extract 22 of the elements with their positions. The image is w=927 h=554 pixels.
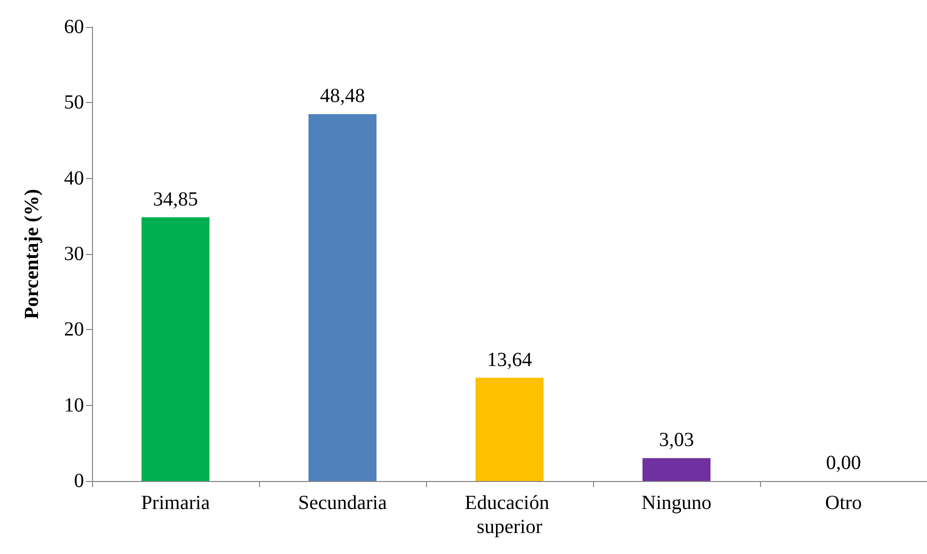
bar: [476, 378, 544, 481]
data-label: 0,00: [826, 452, 861, 474]
bar: [642, 458, 710, 481]
y-tick-label: 40: [64, 167, 84, 190]
data-label: 34,85: [153, 188, 198, 210]
y-tick-label: 0: [74, 470, 84, 492]
x-tick-label: Primaria: [141, 492, 210, 514]
y-tick-label: 20: [64, 318, 84, 341]
x-tick-label: Secundaria: [298, 492, 388, 514]
x-tick-label: Ninguno: [642, 492, 712, 514]
y-tick-label: 50: [64, 92, 84, 114]
data-label: 48,48: [320, 85, 365, 108]
y-tick-label: 30: [64, 243, 84, 265]
x-tick-label: Educación superior: [464, 492, 554, 538]
bar: [308, 114, 376, 481]
y-tick-label: 60: [64, 16, 84, 38]
y-axis-title: Porcentaje (%): [21, 188, 43, 320]
bar: [142, 217, 210, 481]
data-label: 3,03: [659, 429, 694, 452]
data-label: 13,64: [487, 348, 532, 371]
x-tick-label: Otro: [825, 492, 862, 514]
y-tick-label: 10: [64, 394, 84, 416]
